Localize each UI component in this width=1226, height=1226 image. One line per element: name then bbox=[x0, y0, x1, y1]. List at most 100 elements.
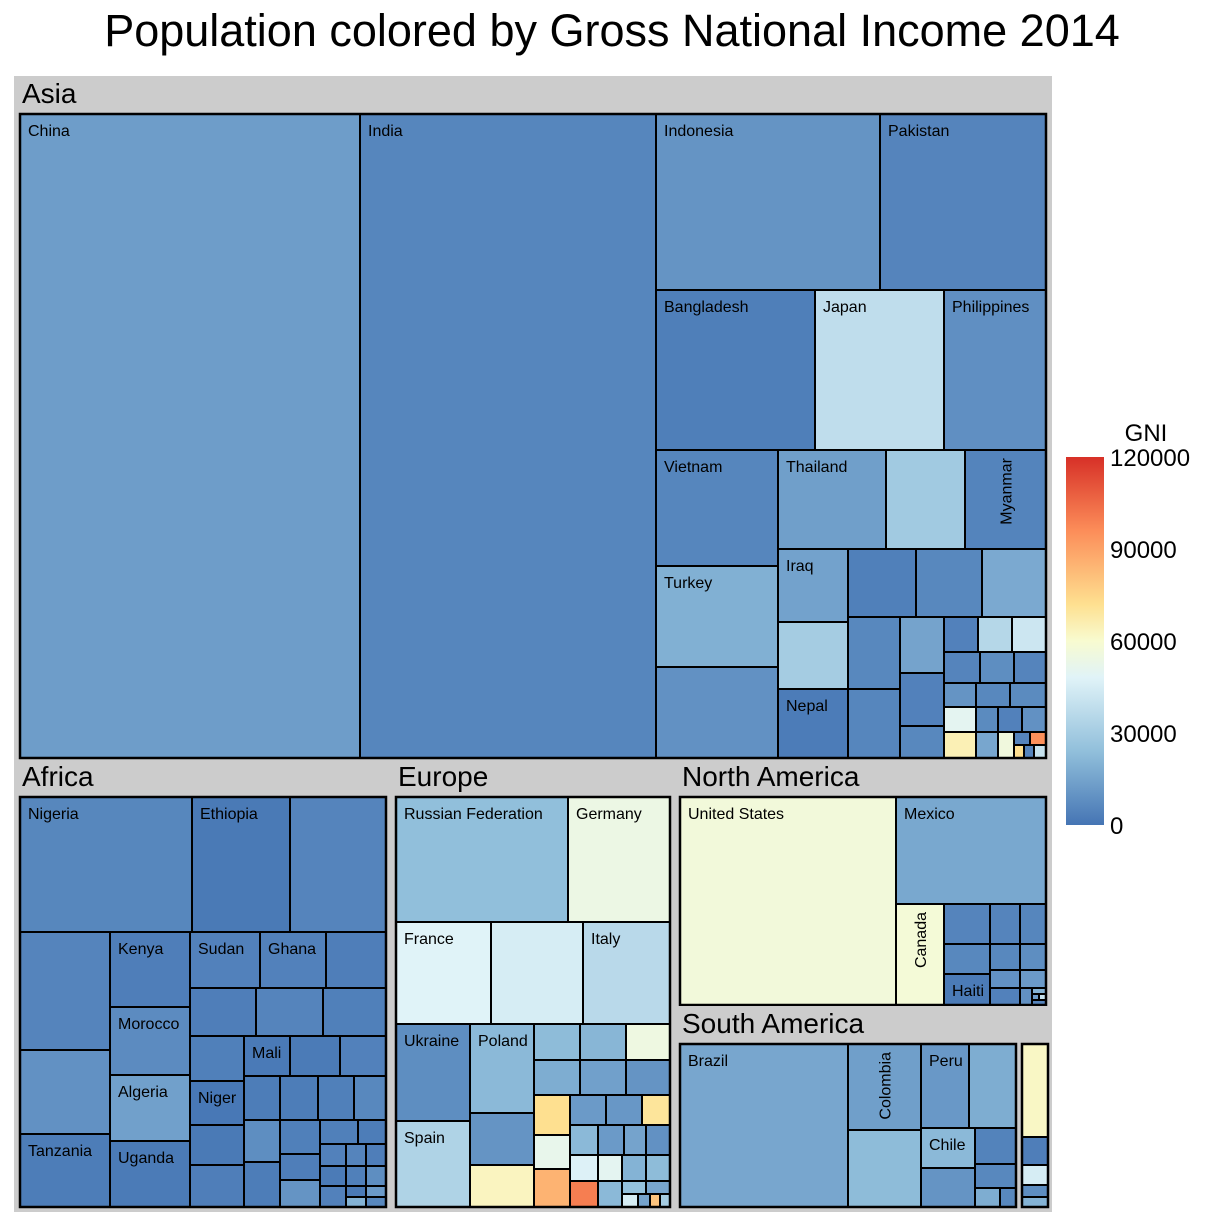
treemap-cell bbox=[533, 1059, 581, 1096]
cell-label: Uganda bbox=[118, 1150, 174, 1167]
cell-label: Nigeria bbox=[28, 806, 79, 823]
treemap-cell bbox=[597, 1124, 625, 1156]
treemap-cell bbox=[899, 672, 945, 727]
cell-label: Peru bbox=[929, 1053, 963, 1070]
treemap-cell bbox=[469, 1112, 535, 1166]
treemap-cell bbox=[109, 931, 191, 1008]
treemap-cell bbox=[319, 1165, 347, 1187]
treemap-cell bbox=[997, 731, 1015, 759]
group-label: South America bbox=[682, 1008, 865, 1039]
group-asia: Asia China India Indonesia Pakistan Banglades… bbox=[14, 76, 1052, 760]
treemap-cell bbox=[1019, 903, 1047, 945]
treemap-cell bbox=[655, 113, 881, 291]
cell-label: Haiti bbox=[952, 983, 984, 1000]
treemap-cell bbox=[365, 1165, 387, 1187]
treemap-cell bbox=[975, 731, 999, 759]
cell-label: Japan bbox=[823, 299, 867, 316]
treemap-cell bbox=[579, 1023, 627, 1061]
treemap-cell bbox=[319, 1119, 359, 1145]
cell-label: Brazil bbox=[688, 1053, 728, 1070]
treemap-cell bbox=[189, 931, 261, 989]
treemap-cell bbox=[989, 969, 1021, 989]
treemap-cell bbox=[322, 987, 387, 1037]
treemap-cell bbox=[920, 1167, 976, 1208]
treemap-cell bbox=[679, 796, 897, 1006]
treemap-cell bbox=[319, 1143, 347, 1167]
treemap-cell bbox=[289, 1035, 341, 1077]
treemap-cell bbox=[357, 1119, 387, 1145]
treemap-cell bbox=[777, 688, 849, 759]
treemap-cell bbox=[847, 616, 901, 690]
treemap-cell bbox=[621, 1154, 647, 1182]
treemap-cell bbox=[637, 1193, 651, 1208]
treemap-cell bbox=[968, 1043, 1017, 1129]
treemap-cell bbox=[847, 548, 917, 618]
treemap-cell bbox=[189, 1124, 245, 1166]
treemap-cell bbox=[345, 1143, 367, 1167]
cell-label: China bbox=[28, 123, 70, 140]
treemap-cell bbox=[943, 943, 991, 975]
treemap-cell bbox=[979, 651, 1015, 684]
treemap-cell bbox=[1023, 744, 1035, 759]
treemap-cell bbox=[243, 1161, 281, 1208]
treemap-cell bbox=[319, 1185, 347, 1208]
treemap-cell bbox=[977, 616, 1013, 653]
legend-title: GNI bbox=[1125, 420, 1168, 447]
treemap-cell bbox=[943, 706, 977, 733]
treemap-cell bbox=[655, 666, 779, 759]
treemap-cell bbox=[974, 1163, 1017, 1189]
cell-label: Iraq bbox=[786, 558, 814, 575]
treemap-cell bbox=[279, 1075, 319, 1121]
group-label: Europe bbox=[398, 761, 488, 792]
treemap-cell bbox=[1019, 969, 1047, 989]
cell-label: Mali bbox=[252, 1045, 281, 1062]
treemap-cell bbox=[1009, 682, 1047, 708]
treemap-cell bbox=[625, 1059, 671, 1096]
cell-label: Tanzania bbox=[28, 1143, 92, 1160]
treemap-cell bbox=[847, 688, 901, 759]
cell-label: Bangladesh bbox=[664, 299, 749, 316]
treemap-cell bbox=[989, 903, 1021, 945]
treemap-cell bbox=[1021, 706, 1047, 733]
cell-label: Morocco bbox=[118, 1016, 179, 1033]
cell-label: Kenya bbox=[118, 941, 163, 958]
treemap-cell bbox=[243, 1075, 281, 1121]
treemap-cell bbox=[279, 1179, 321, 1208]
treemap-cell bbox=[279, 1153, 321, 1181]
treemap-cell bbox=[109, 1074, 191, 1142]
group-africa: Africa Nigeria Ethiopia Kenya Sudan Ghana Moro… bbox=[14, 760, 390, 1212]
treemap-cell bbox=[989, 987, 1021, 1006]
group-label: Asia bbox=[22, 78, 77, 109]
treemap-cell bbox=[569, 1180, 599, 1208]
treemap-cell bbox=[243, 1119, 281, 1163]
cell-label: Pakistan bbox=[888, 123, 949, 140]
cell-label: Germany bbox=[576, 806, 642, 823]
treemap-cell bbox=[533, 1094, 571, 1136]
treemap-cell bbox=[975, 682, 1011, 708]
treemap-cell bbox=[943, 289, 1047, 451]
cell-label: Italy bbox=[591, 931, 620, 948]
treemap-cell bbox=[621, 1193, 639, 1208]
treemap-cell bbox=[395, 796, 569, 923]
treemap-cell bbox=[899, 725, 945, 759]
treemap-cell bbox=[255, 987, 324, 1037]
cell-label: Ghana bbox=[268, 941, 316, 958]
treemap-cell bbox=[345, 1196, 367, 1208]
group-frame bbox=[678, 1042, 1018, 1209]
treemap-cell bbox=[469, 1023, 535, 1114]
treemap-cell bbox=[359, 113, 657, 759]
cell-label: Sudan bbox=[198, 941, 244, 958]
cell-label: Chile bbox=[929, 1137, 966, 1154]
treemap-cell bbox=[659, 1193, 671, 1208]
treemap-cell bbox=[243, 1035, 291, 1077]
group-south-america: South America Brazil Colombia Peru Chile bbox=[674, 1006, 1018, 1212]
treemap-cell bbox=[345, 1185, 367, 1198]
cell-label: Turkey bbox=[664, 575, 712, 592]
treemap-cell bbox=[279, 1119, 321, 1155]
treemap-cell bbox=[943, 903, 991, 945]
group-frame bbox=[678, 795, 1048, 1007]
treemap-cell bbox=[777, 548, 849, 623]
cell-label: Vietnam bbox=[664, 459, 722, 476]
cell-label: United States bbox=[688, 806, 784, 823]
